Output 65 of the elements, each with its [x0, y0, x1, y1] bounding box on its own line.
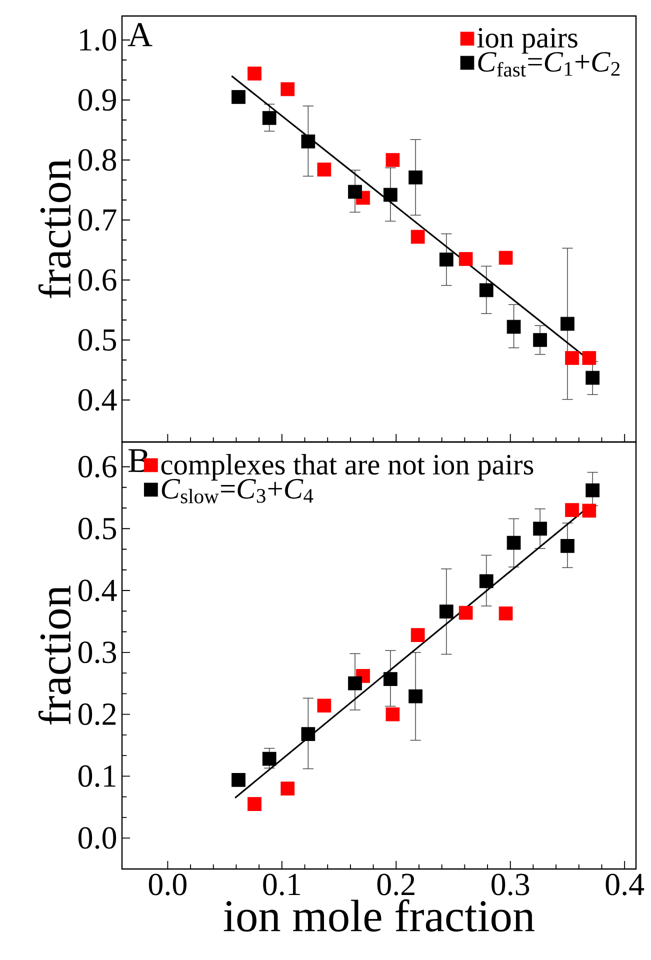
point: [280, 782, 295, 796]
point: [565, 351, 579, 365]
point: [262, 111, 276, 125]
point: [582, 351, 596, 365]
point: [383, 188, 398, 202]
point: [232, 772, 246, 787]
y-axis-title: fraction: [38, 586, 71, 725]
point: [479, 283, 494, 298]
point: [565, 503, 579, 518]
y-tick-label: 0.3: [78, 642, 116, 664]
y-tick-label: 0.5: [78, 518, 116, 540]
point: [533, 333, 547, 347]
x-axis-title: ion mole fraction: [224, 899, 534, 932]
y-tick-label: 0.6: [78, 456, 116, 478]
point: [586, 483, 600, 498]
y-tick-label: 0.0: [78, 827, 116, 849]
point: [262, 752, 276, 766]
point: [560, 316, 574, 331]
point: [458, 252, 473, 266]
point: [582, 504, 596, 518]
point: [408, 689, 422, 704]
x-tick-label: 0.1: [263, 874, 300, 896]
point: [317, 162, 332, 177]
y-tick-label: 0.4: [78, 389, 117, 411]
point: [410, 230, 425, 244]
y-tick-label: 0.5: [78, 329, 116, 351]
y-tick-label: 0.4: [78, 580, 117, 602]
point: [479, 574, 494, 588]
point: [232, 90, 246, 104]
x-tick-label: 0.0: [148, 874, 186, 896]
y-axis-title: fraction: [38, 159, 71, 298]
y-tick-label: 0.1: [78, 765, 116, 788]
point: [386, 707, 400, 722]
point: [533, 522, 547, 536]
annotation: A: [128, 23, 152, 46]
y-tick-label: 0.9: [78, 89, 116, 111]
point: [439, 604, 454, 618]
point: [410, 628, 425, 642]
point: [301, 134, 316, 148]
y-tick-label: 0.6: [78, 269, 116, 291]
y-tick-label: 0.2: [78, 703, 116, 726]
point: [586, 370, 600, 385]
point: [408, 170, 422, 184]
y-tick-label: 1.0: [80, 29, 116, 51]
point: [439, 252, 454, 267]
point: [498, 606, 513, 620]
point: [560, 539, 574, 553]
point: [383, 672, 398, 686]
point: [348, 676, 362, 690]
point: [248, 66, 262, 81]
point: [506, 320, 521, 334]
point: [348, 184, 362, 199]
point: [386, 153, 400, 167]
point: [280, 82, 295, 96]
point: [498, 250, 513, 265]
x-tick-label: 0.2: [377, 874, 414, 896]
x-tick-label: 0.3: [492, 874, 530, 896]
point: [506, 536, 521, 550]
point: [248, 797, 262, 811]
point: [317, 698, 332, 713]
x-tick-label: 0.4: [606, 874, 644, 896]
y-tick-label: 0.7: [78, 209, 116, 231]
point: [458, 606, 473, 620]
y-tick-label: 0.8: [78, 149, 116, 171]
point: [301, 727, 316, 742]
